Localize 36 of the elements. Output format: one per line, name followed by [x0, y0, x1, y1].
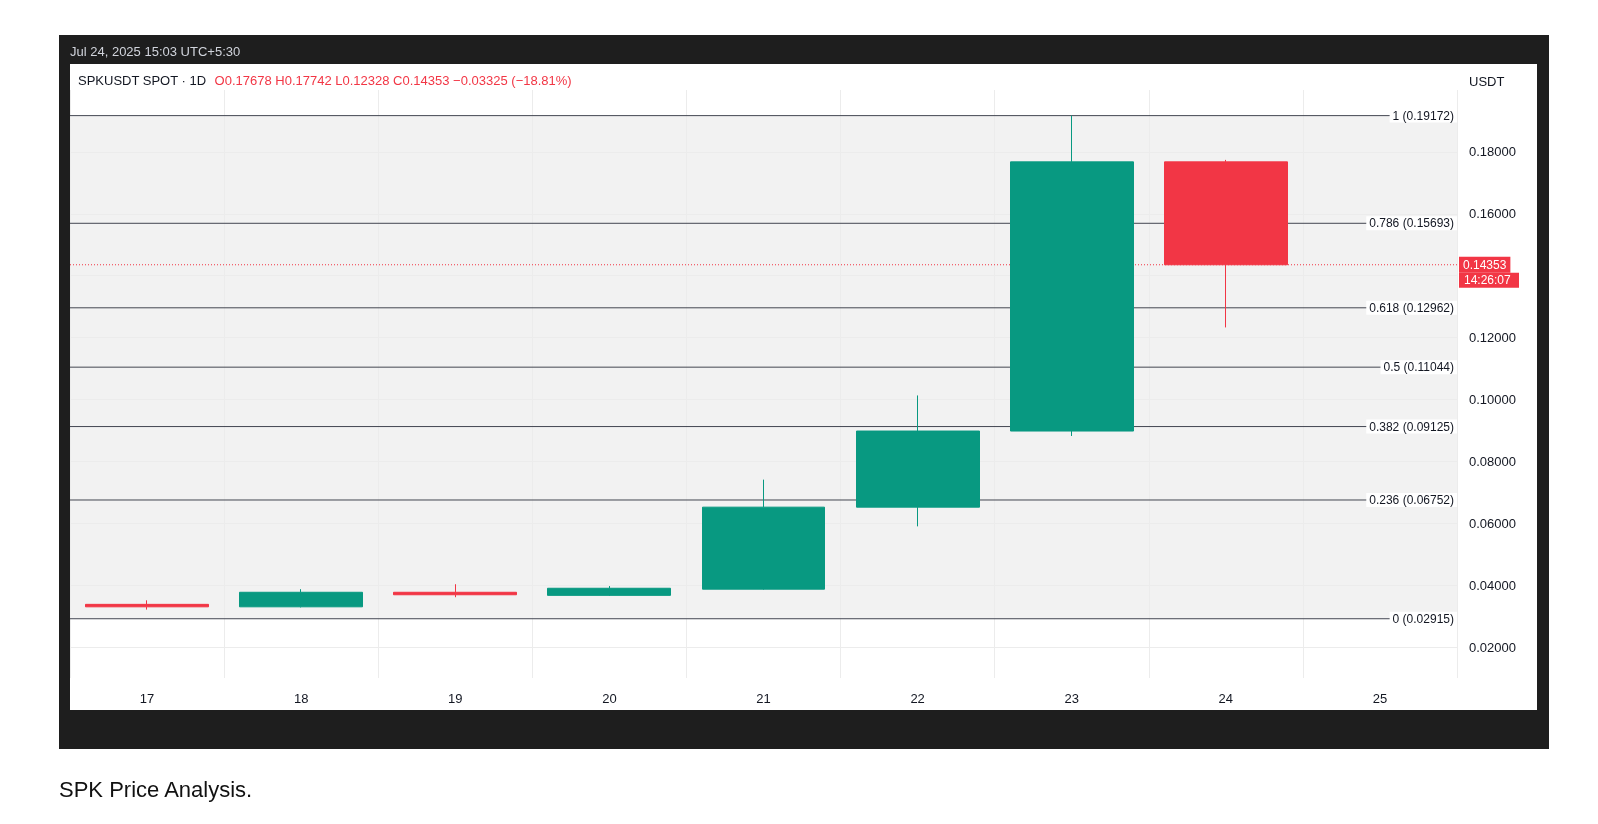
ref-line-label: 1 (0.19172) — [1392, 108, 1454, 123]
y-tick-label: 0.02000 — [1469, 639, 1516, 655]
ref-line-label: 0 (0.02915) — [1392, 611, 1454, 626]
y-tick-label: 0.06000 — [1469, 515, 1516, 531]
candlestick — [239, 588, 363, 608]
ref-line-label: 0.14353 — [1463, 257, 1507, 272]
ref-line-label: 0.618 (0.12962) — [1369, 300, 1454, 315]
x-tick-label: 20 — [602, 691, 617, 706]
chart-subtitle: O0.17678 H0.17742 L0.12328 C0.14353 −0.03325 (−18.81%) — [214, 73, 572, 88]
x-tick-label: 23 — [1064, 691, 1079, 706]
x-tick-label: 19 — [448, 691, 463, 706]
y-tick-label: 0.08000 — [1469, 453, 1516, 469]
ref-line-label: 0.5 (0.11044) — [1383, 360, 1454, 375]
y-tick-label: 0.10000 — [1469, 391, 1516, 407]
ref-line-label: 0.786 (0.15693) — [1369, 216, 1454, 231]
x-tick-label: 24 — [1218, 691, 1234, 706]
y-tick-label: 0.18000 — [1469, 144, 1516, 160]
x-tick-label: 18 — [293, 691, 309, 706]
y-tick-label: 0.12000 — [1469, 330, 1516, 346]
candlestick — [547, 585, 671, 597]
text: Jul 24, 2025 15:03 UTC+5:30 — [70, 44, 241, 59]
ref-line-label: 0.236 (0.06752) — [1369, 492, 1454, 507]
x-tick-label: 21 — [756, 691, 771, 706]
y-axis-title: USDT — [1469, 74, 1505, 89]
x-tick-label: 25 — [1372, 691, 1388, 706]
text: 14:26:07 — [1464, 272, 1512, 287]
candlestick — [1010, 115, 1134, 437]
y-tick-label: 0.16000 — [1469, 206, 1516, 222]
y-tick-label: 0.04000 — [1469, 577, 1516, 593]
text: SPK Price Analysis. — [59, 776, 253, 802]
candlestick — [702, 479, 825, 591]
candlestick — [856, 394, 980, 527]
chart-title: SPKUSDT SPOT · 1D — [78, 73, 207, 88]
x-tick-label: 17 — [139, 691, 155, 706]
x-tick-label: 22 — [910, 691, 925, 706]
ref-line-label: 0.382 (0.09125) — [1369, 419, 1454, 434]
